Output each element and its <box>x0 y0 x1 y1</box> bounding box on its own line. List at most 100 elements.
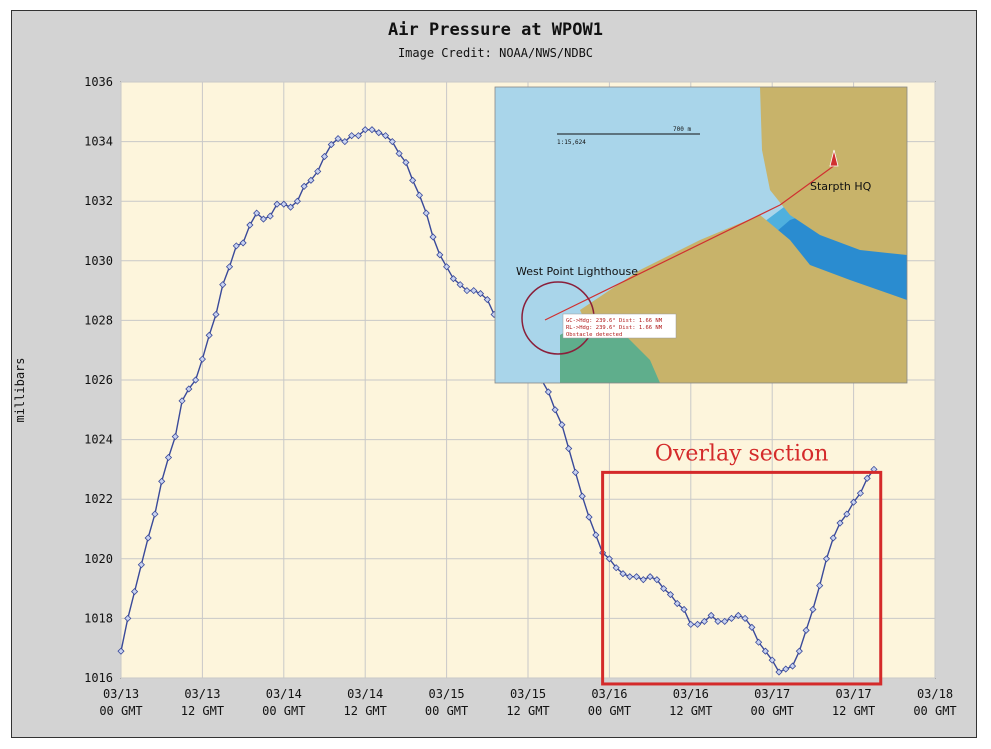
data-point <box>259 215 268 223</box>
data-point <box>809 605 817 614</box>
y-tick-label: 1036 <box>84 75 113 89</box>
data-point <box>124 614 132 622</box>
data-point <box>219 281 227 289</box>
chart-subtitle: Image Credit: NOAA/NWS/NDBC <box>397 46 594 60</box>
data-point <box>721 617 729 625</box>
data-point <box>551 406 559 414</box>
data-point <box>253 209 261 217</box>
x-tick-label-date: 03/13 <box>103 687 139 701</box>
data-point <box>687 620 695 628</box>
data-point <box>700 617 708 625</box>
data-point <box>850 498 858 506</box>
map-scale-text: 1:15,624 <box>557 139 586 146</box>
hq-marker-icon <box>829 149 839 167</box>
data-point <box>829 534 837 542</box>
data-point <box>666 590 675 599</box>
inset-map: 1:15,624 700 m West Point Lighthouse Sta… <box>495 87 907 383</box>
data-point <box>449 275 457 283</box>
data-point <box>178 397 186 405</box>
y-tick-label: 1034 <box>84 135 113 149</box>
data-point <box>375 129 383 137</box>
data-point <box>443 263 451 271</box>
x-tick-label-time: 12 GMT <box>669 704 712 718</box>
data-point <box>171 433 179 441</box>
overlay-section-box <box>601 470 883 686</box>
data-point <box>395 149 403 158</box>
data-point <box>192 376 200 384</box>
data-point <box>320 152 329 161</box>
data-point <box>863 474 871 482</box>
data-point <box>565 444 573 453</box>
map-info-line-2: RL->Hdg: 239.6° Dist: 1.66 NM <box>566 325 663 331</box>
data-point <box>164 453 173 462</box>
data-point <box>694 620 702 628</box>
data-point <box>456 281 464 289</box>
data-point <box>605 555 613 563</box>
x-tick-label-time: 00 GMT <box>751 704 794 718</box>
data-point <box>856 489 864 497</box>
map-label-hq: Starpth HQ <box>810 180 872 193</box>
data-point <box>755 638 763 646</box>
y-tick-labels: 1016 1018 1020 1022 1024 1026 1028 1030 1032 1034… <box>84 75 113 685</box>
data-point <box>314 167 322 175</box>
x-tick-label-time: 00 GMT <box>588 704 631 718</box>
data-point <box>483 295 491 304</box>
data-point <box>300 182 308 190</box>
data-point <box>592 531 600 539</box>
chart-title: Air Pressure at WPOW1 <box>388 20 603 40</box>
map-route-line-hq <box>779 164 836 206</box>
x-tick-label-time: 00 GMT <box>913 704 956 718</box>
data-point <box>476 290 485 298</box>
data-point <box>741 614 749 622</box>
map-info-line-1: GC->Hdg: 239.6° Dist: 1.66 NM <box>566 318 663 324</box>
y-tick-label: 1032 <box>84 194 113 208</box>
y-tick-label: 1020 <box>84 552 113 566</box>
data-point <box>151 510 159 518</box>
map-scale-distance: 700 m <box>673 126 691 133</box>
data-point <box>782 665 790 673</box>
y-tick-label: 1026 <box>84 373 113 387</box>
data-point <box>368 126 376 134</box>
data-point <box>646 573 654 581</box>
data-point <box>388 138 396 146</box>
x-tick-label-date: 03/16 <box>673 687 709 701</box>
y-tick-label: 1028 <box>84 313 113 327</box>
data-point <box>707 611 715 619</box>
data-point <box>409 176 417 184</box>
data-point <box>639 576 647 584</box>
data-point <box>585 513 593 521</box>
data-point <box>422 209 430 217</box>
data-point <box>843 510 851 518</box>
data-point <box>137 561 145 569</box>
x-tick-label-date: 03/18 <box>917 687 953 701</box>
y-tick-label: 1018 <box>84 611 113 625</box>
x-tick-label-date: 03/17 <box>836 687 872 701</box>
map-info-box <box>562 313 677 339</box>
overlay-section-label: Overlay section <box>655 441 829 466</box>
x-tick-label-time: 12 GMT <box>181 704 224 718</box>
data-point <box>158 477 166 485</box>
data-point <box>361 126 369 134</box>
x-tick-label-date: 03/17 <box>754 687 790 701</box>
x-tick-label-date: 03/15 <box>429 687 465 701</box>
data-point <box>761 647 769 655</box>
x-tick-label-date: 03/15 <box>510 687 546 701</box>
data-point <box>558 421 566 429</box>
y-tick-label: 1016 <box>84 671 113 685</box>
data-point <box>788 662 797 670</box>
data-point <box>544 388 552 396</box>
data-point <box>266 212 274 220</box>
inset-map-border <box>494 86 908 384</box>
map-info-line-3: Obstacle detected <box>566 332 622 338</box>
data-point <box>402 158 410 167</box>
data-point <box>463 287 471 295</box>
data-point <box>185 385 193 393</box>
data-point <box>293 197 301 205</box>
data-point <box>239 239 247 247</box>
data-point <box>714 617 722 625</box>
data-point <box>816 582 824 590</box>
data-point <box>198 355 206 363</box>
data-point <box>836 519 844 527</box>
data-point <box>571 468 580 476</box>
data-point <box>612 564 620 572</box>
